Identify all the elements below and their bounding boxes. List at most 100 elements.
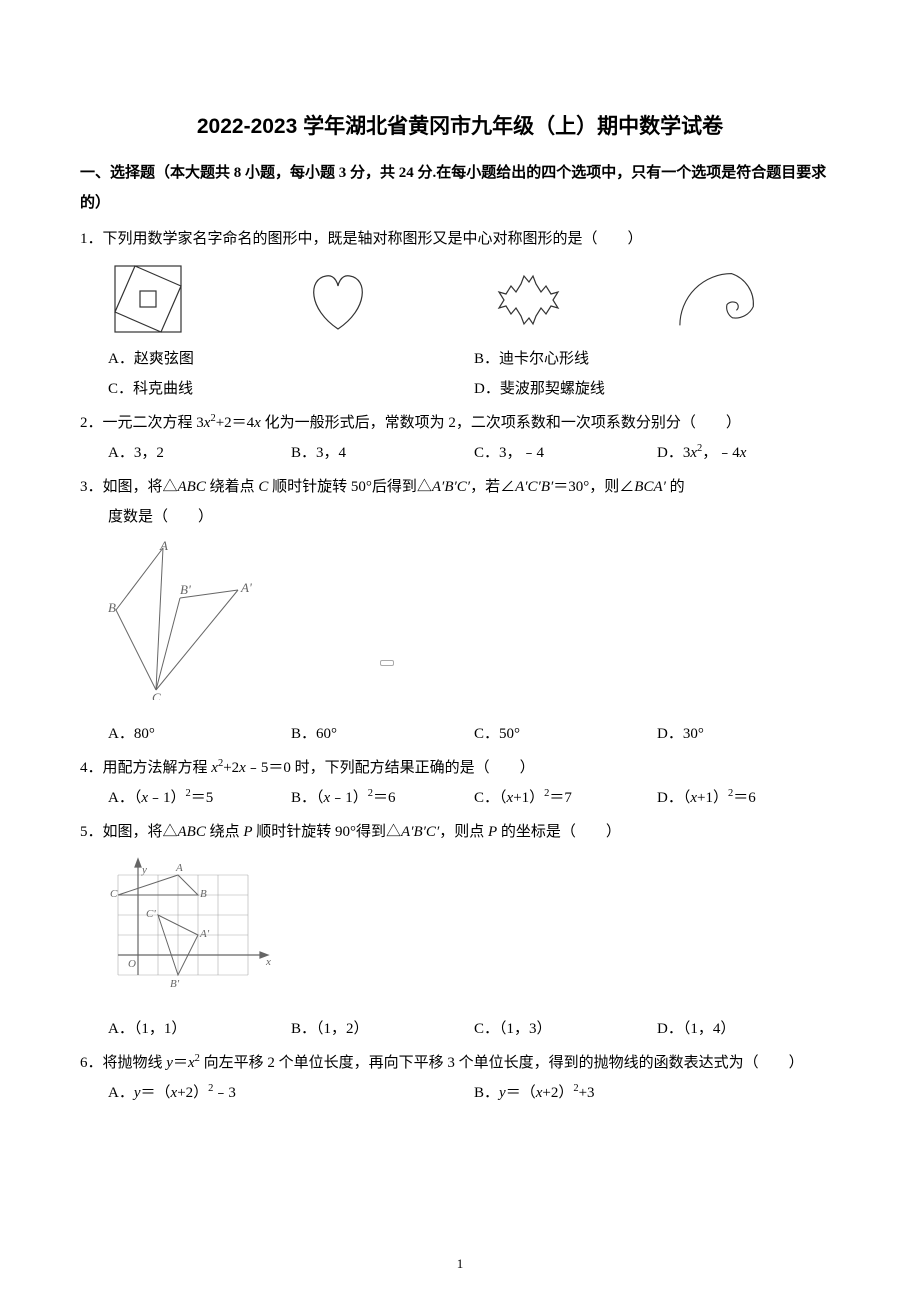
- svg-text:C: C: [110, 888, 118, 900]
- svg-text:A': A': [199, 928, 210, 940]
- q2-optC: C．3，﹣4: [474, 438, 657, 468]
- svg-text:x: x: [265, 956, 271, 968]
- q2-x2: x: [254, 415, 261, 431]
- q3-apbpcp: A′B′C′: [432, 479, 470, 495]
- q4-optA: A．（x﹣1）2＝5: [108, 783, 291, 813]
- svg-text:B: B: [200, 888, 207, 900]
- q6-post: 向左平移 2 个单位长度，再向下平移 3 个单位长度，得到的抛物线的函数表达式为…: [200, 1055, 804, 1071]
- q2-optD-post: ，﹣4: [702, 445, 740, 461]
- q4-text: 4．用配方法解方程 x2+2x﹣5＝0 时，下列配方结果正确的是（ ）: [80, 753, 840, 783]
- q1-text: 1．下列用数学家名字命名的图形中，既是轴对称图形又是中心对称图形的是（ ）: [80, 224, 840, 254]
- q3-label-B: B: [108, 600, 116, 615]
- q3-c: C: [258, 479, 268, 495]
- q5-optB: B．（1，2）: [291, 1014, 474, 1044]
- q5-post: ，则点: [439, 824, 488, 840]
- q5-text: 5．如图，将△ABC 绕点 P 顺时针旋转 90°得到△A′B′C′，则点 P …: [80, 817, 840, 847]
- q6-pre: 6．将抛物线: [80, 1055, 166, 1071]
- q4-post: ﹣5＝0 时，下列配方结果正确的是（ ）: [246, 760, 535, 776]
- q1-img-cardioid: [298, 264, 378, 334]
- exam-title: 2022-2023 学年湖北省黄冈市九年级（上）期中数学试卷: [80, 110, 840, 140]
- q3-text: 3．如图，将△ABC 绕着点 C 顺时针旋转 50°后得到△A′B′C′，若∠A…: [80, 472, 840, 502]
- q1-options-row1: A．赵爽弦图 B．迪卡尔心形线: [80, 344, 840, 374]
- q1-img-zhaoshuang: [108, 264, 188, 334]
- q2-post: 化为一般形式后，常数项为 2，二次项系数和一次项系数分别分（ ）: [261, 415, 741, 431]
- q4-optB: B．（x﹣1）2＝6: [291, 783, 474, 813]
- q3-label-Ap: A': [240, 580, 252, 595]
- q6-text: 6．将抛物线 y＝x2 向左平移 2 个单位长度，再向下平移 3 个单位长度，得…: [80, 1048, 840, 1078]
- q2-optD-x2: x: [740, 445, 747, 461]
- q3-abc: ABC: [178, 479, 206, 495]
- q5-pre: 5．如图，将△: [80, 824, 178, 840]
- q3-optC: C．50°: [474, 719, 657, 749]
- q1-img-fibonacci: [678, 264, 758, 334]
- q1-optC: C．科克曲线: [108, 374, 474, 404]
- q4-options: A．（x﹣1）2＝5 B．（x﹣1）2＝6 C．（x+1）2＝7 D．（x+1）…: [80, 783, 840, 813]
- q5-apbpcp: A′B′C′: [401, 824, 439, 840]
- q3-options: A．80° B．60° C．50° D．30°: [80, 719, 840, 749]
- q3-bcap: BCA′: [634, 479, 666, 495]
- q6-options: A．y＝（x+2）2﹣3 B．y＝（x+2）2+3: [80, 1078, 840, 1108]
- q3-apcpbp: A′C′B′: [515, 479, 553, 495]
- q5-end: 的坐标是（ ）: [497, 824, 621, 840]
- q5-abc: ABC: [178, 824, 206, 840]
- q2-optA: A．3，2: [108, 438, 291, 468]
- question-1: 1．下列用数学家名字命名的图形中，既是轴对称图形又是中心对称图形的是（ ）: [80, 224, 840, 404]
- q4-optD: D．（x+1）2＝6: [657, 783, 840, 813]
- q5-optA: A．（1，1）: [108, 1014, 291, 1044]
- q6-y: y: [166, 1055, 173, 1071]
- q3-optD: D．30°: [657, 719, 840, 749]
- q1-optD: D．斐波那契螺旋线: [474, 374, 840, 404]
- question-4: 4．用配方法解方程 x2+2x﹣5＝0 时，下列配方结果正确的是（ ） A．（x…: [80, 753, 840, 813]
- q4-mid: +2: [223, 760, 239, 776]
- q2-mid: +2＝4: [216, 415, 254, 431]
- question-2: 2．一元二次方程 3x2+2＝4x 化为一般形式后，常数项为 2，二次项系数和一…: [80, 408, 840, 468]
- q6-x: x: [188, 1055, 195, 1071]
- q2-optD-x1: x: [690, 445, 697, 461]
- q1-optB: B．迪卡尔心形线: [474, 344, 840, 374]
- q5-optD: D．（1，4）: [657, 1014, 840, 1044]
- q3-figure: A B C A' B': [80, 540, 840, 711]
- q1-img-koch: [488, 264, 568, 334]
- q2-optD-pre: D．3: [657, 445, 690, 461]
- q4-optC: C．（x+1）2＝7: [474, 783, 657, 813]
- q5-figure: y x O A B C A' B' C': [80, 855, 840, 1006]
- q4-pre: 4．用配方法解方程: [80, 760, 211, 776]
- q5-options: A．（1，1） B．（1，2） C．（1，3） D．（1，4）: [80, 1014, 840, 1044]
- q3-label-Bp: B': [180, 582, 191, 597]
- page-number: 1: [0, 1256, 920, 1272]
- q2-options: A．3，2 B．3，4 C．3，﹣4 D．3x2，﹣4x: [80, 438, 840, 468]
- watermark: [380, 660, 394, 666]
- q3-text-line2: 度数是（ ）: [80, 502, 840, 532]
- q3-post: 的: [666, 479, 685, 495]
- q1-optA: A．赵爽弦图: [108, 344, 474, 374]
- q4-x1: x: [211, 760, 218, 776]
- q3-pre: 3．如图，将△: [80, 479, 178, 495]
- q4-x2: x: [239, 760, 246, 776]
- svg-text:O: O: [128, 958, 136, 970]
- q5-optC: C．（1，3）: [474, 1014, 657, 1044]
- q2-text: 2．一元二次方程 3x2+2＝4x 化为一般形式后，常数项为 2，二次项系数和一…: [80, 408, 840, 438]
- svg-text:A: A: [175, 862, 183, 874]
- q3-m4: ＝30°，则∠: [553, 479, 634, 495]
- q1-images: [80, 264, 840, 334]
- q5-p2: P: [488, 824, 497, 840]
- q6-eq: ＝: [173, 1055, 188, 1071]
- section-1-header: 一、选择题（本大题共 8 小题，每小题 3 分，共 24 分.在每小题给出的四个…: [80, 158, 840, 218]
- q3-m3: ，若∠: [470, 479, 515, 495]
- q6-optA: A．y＝（x+2）2﹣3: [108, 1078, 474, 1108]
- q2-pre: 2．一元二次方程 3: [80, 415, 204, 431]
- q2-optB: B．3，4: [291, 438, 474, 468]
- question-6: 6．将抛物线 y＝x2 向左平移 2 个单位长度，再向下平移 3 个单位长度，得…: [80, 1048, 840, 1108]
- q1-options-row2: C．科克曲线 D．斐波那契螺旋线: [80, 374, 840, 404]
- q3-m1: 绕着点: [206, 479, 259, 495]
- q3-label-C: C: [152, 690, 161, 700]
- q3-m2: 顺时针旋转 50°后得到△: [268, 479, 432, 495]
- q6-optB: B．y＝（x+2）2+3: [474, 1078, 840, 1108]
- q3-optA: A．80°: [108, 719, 291, 749]
- question-3: 3．如图，将△ABC 绕着点 C 顺时针旋转 50°后得到△A′B′C′，若∠A…: [80, 472, 840, 749]
- q3-label-A: A: [159, 540, 168, 553]
- q3-optB: B．60°: [291, 719, 474, 749]
- q5-m1: 绕点: [206, 824, 244, 840]
- q5-m2: 顺时针旋转 90°得到△: [253, 824, 402, 840]
- q5-p: P: [243, 824, 252, 840]
